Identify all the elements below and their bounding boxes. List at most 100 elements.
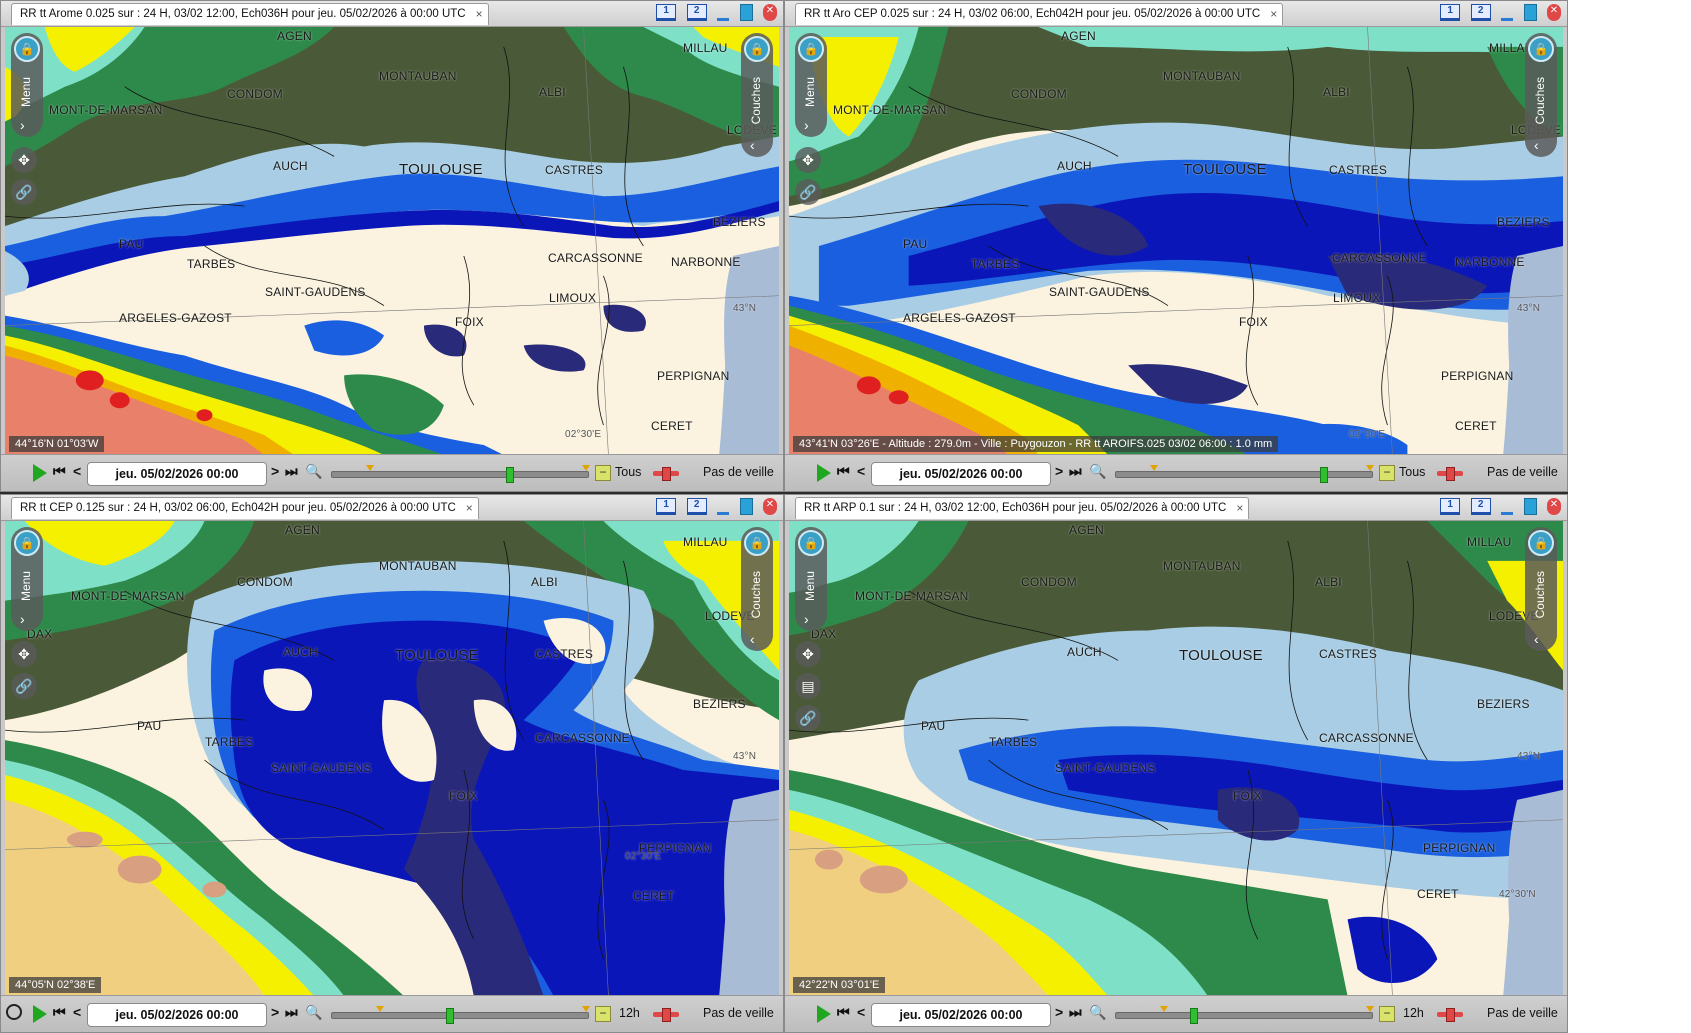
map-canvas[interactable]: AGEN MILLAU MONTAUBAN CONDOM ALBI MONT-D… <box>5 521 779 996</box>
tab-close-icon[interactable]: × <box>475 7 483 21</box>
time-slider[interactable] <box>331 465 590 483</box>
link-icon[interactable]: 🔗 <box>795 705 821 731</box>
step-minus-button[interactable]: − <box>595 465 611 481</box>
screen-1-button[interactable]: 1 <box>656 4 677 21</box>
prev-button[interactable]: < <box>73 1004 82 1020</box>
prev-button[interactable]: < <box>857 1004 866 1020</box>
zoom-icon[interactable]: 🔍 <box>1089 463 1107 479</box>
next-button[interactable]: > <box>1055 1004 1064 1020</box>
chat-icon[interactable]: ▤ <box>795 673 821 699</box>
menu-button[interactable]: 🔒 Menu › <box>11 527 43 631</box>
screen-1-button[interactable]: 1 <box>656 498 677 515</box>
veille-slider[interactable] <box>653 1008 679 1022</box>
close-icon[interactable]: ✕ <box>1547 498 1561 515</box>
zoom-icon[interactable]: 🔍 <box>1089 1004 1107 1020</box>
lock-icon[interactable]: 🔒 <box>14 530 40 556</box>
lock-icon[interactable]: 🔒 <box>798 530 824 556</box>
next-button[interactable]: > <box>271 1004 280 1020</box>
veille-slider[interactable] <box>1437 1008 1463 1022</box>
last-button[interactable]: ⏭ <box>1069 463 1082 479</box>
screen-2-button[interactable]: 2 <box>686 498 707 515</box>
first-button[interactable]: ⏮ <box>837 463 850 479</box>
tab-close-icon[interactable]: × <box>1236 501 1244 515</box>
minimize-icon[interactable] <box>717 498 730 515</box>
first-button[interactable]: ⏮ <box>53 463 66 479</box>
maximize-icon[interactable] <box>1523 498 1537 515</box>
prev-button[interactable]: < <box>73 463 82 479</box>
first-button[interactable]: ⏮ <box>53 1004 66 1020</box>
lock-icon[interactable]: 🔒 <box>1528 530 1554 556</box>
time-slider[interactable] <box>331 1006 590 1024</box>
zoom-icon[interactable]: 🔍 <box>305 463 323 479</box>
minimize-icon[interactable] <box>717 4 730 21</box>
layers-button[interactable]: 🔒 Couches ‹ <box>1525 33 1557 157</box>
date-field[interactable]: jeu. 05/02/2026 00:00 <box>87 462 267 486</box>
first-button[interactable]: ⏮ <box>837 1004 850 1020</box>
minimize-icon[interactable] <box>1501 498 1514 515</box>
screen-1-button[interactable]: 1 <box>1440 498 1461 515</box>
screen-1-button[interactable]: 1 <box>1440 4 1461 21</box>
zoom-icon[interactable]: 🔍 <box>305 1004 323 1020</box>
play-button[interactable] <box>33 464 47 482</box>
pan-icon[interactable]: ✥ <box>11 147 37 173</box>
next-button[interactable]: > <box>271 463 280 479</box>
slider-thumb[interactable] <box>446 1008 454 1024</box>
date-field[interactable]: jeu. 05/02/2026 00:00 <box>87 1003 267 1027</box>
step-minus-button[interactable]: − <box>595 1006 611 1022</box>
menu-button[interactable]: 🔒 Menu › <box>795 33 827 137</box>
panel-tab[interactable]: RR tt Aro CEP 0.025 sur : 24 H, 03/02 06… <box>795 3 1284 25</box>
screen-2-button[interactable]: 2 <box>1470 4 1491 21</box>
prev-button[interactable]: < <box>857 463 866 479</box>
pan-icon[interactable]: ✥ <box>795 641 821 667</box>
date-field[interactable]: jeu. 05/02/2026 00:00 <box>871 1003 1051 1027</box>
play-button[interactable] <box>817 1005 831 1023</box>
map-canvas[interactable]: AGEN MILLAU MONTAUBAN CONDOM ALBI MONT-D… <box>789 521 1563 996</box>
date-field[interactable]: jeu. 05/02/2026 00:00 <box>871 462 1051 486</box>
screen-2-button[interactable]: 2 <box>686 4 707 21</box>
step-selector[interactable]: Tous <box>1399 465 1426 479</box>
lock-icon[interactable]: 🔒 <box>798 36 824 62</box>
time-slider[interactable] <box>1115 1006 1374 1024</box>
slider-thumb[interactable] <box>1190 1008 1198 1024</box>
layers-button[interactable]: 🔒 Couches ‹ <box>741 527 773 651</box>
link-icon[interactable]: 🔗 <box>11 673 37 699</box>
lock-icon[interactable]: 🔒 <box>14 36 40 62</box>
link-icon[interactable]: 🔗 <box>11 179 37 205</box>
slider-thumb[interactable] <box>1320 467 1328 483</box>
tab-close-icon[interactable]: × <box>465 501 473 515</box>
clock-icon[interactable] <box>6 1004 22 1020</box>
step-minus-button[interactable]: − <box>1379 1006 1395 1022</box>
menu-button[interactable]: 🔒 Menu › <box>11 33 43 137</box>
play-button[interactable] <box>817 464 831 482</box>
panel-tab[interactable]: RR tt Arome 0.025 sur : 24 H, 03/02 12:0… <box>11 3 489 25</box>
lock-icon[interactable]: 🔒 <box>744 530 770 556</box>
close-icon[interactable]: ✕ <box>763 498 777 515</box>
slider-thumb[interactable] <box>506 467 514 483</box>
next-button[interactable]: > <box>1055 463 1064 479</box>
step-selector[interactable]: 12h <box>619 1006 640 1020</box>
maximize-icon[interactable] <box>739 498 753 515</box>
last-button[interactable]: ⏭ <box>285 463 298 479</box>
layers-button[interactable]: 🔒 Couches ‹ <box>741 33 773 157</box>
pan-icon[interactable]: ✥ <box>11 641 37 667</box>
panel-tab[interactable]: RR tt CEP 0.125 sur : 24 H, 03/02 06:00,… <box>11 497 479 519</box>
maximize-icon[interactable] <box>1523 4 1537 21</box>
time-slider[interactable] <box>1115 465 1374 483</box>
layers-button[interactable]: 🔒 Couches ‹ <box>1525 527 1557 651</box>
map-canvas[interactable]: AGEN MILLAU MONTAUBAN CONDOM ALBI MONT-D… <box>789 27 1563 455</box>
close-icon[interactable]: ✕ <box>1547 4 1561 21</box>
link-icon[interactable]: 🔗 <box>795 179 821 205</box>
step-selector[interactable]: 12h <box>1403 1006 1424 1020</box>
close-icon[interactable]: ✕ <box>763 4 777 21</box>
lock-icon[interactable]: 🔒 <box>1528 36 1554 62</box>
veille-slider[interactable] <box>653 467 679 481</box>
minimize-icon[interactable] <box>1501 4 1514 21</box>
map-canvas[interactable]: AGEN MILLAU MONTAUBAN CONDOM ALBI MONT-D… <box>5 27 779 455</box>
panel-tab[interactable]: RR tt ARP 0.1 sur : 24 H, 03/02 12:00, E… <box>795 497 1250 519</box>
veille-slider[interactable] <box>1437 467 1463 481</box>
step-selector[interactable]: Tous <box>615 465 642 479</box>
menu-button[interactable]: 🔒 Menu › <box>795 527 827 631</box>
pan-icon[interactable]: ✥ <box>795 147 821 173</box>
step-minus-button[interactable]: − <box>1379 465 1395 481</box>
lock-icon[interactable]: 🔒 <box>744 36 770 62</box>
